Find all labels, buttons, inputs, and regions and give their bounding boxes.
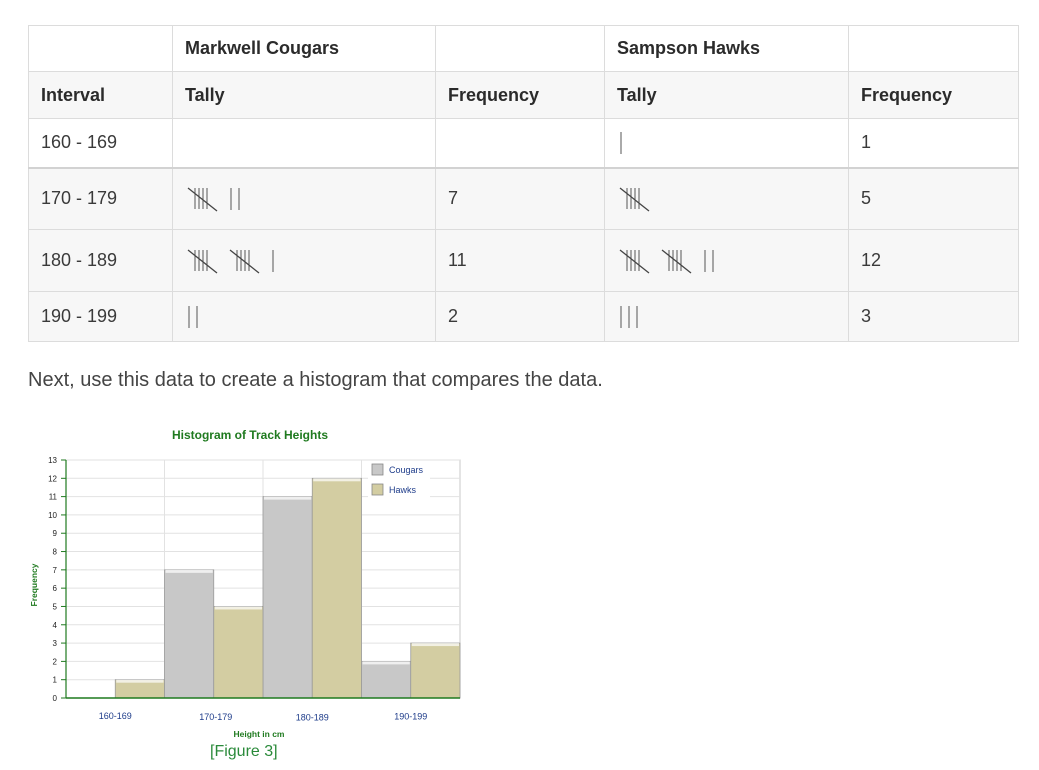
hawks-frequency-cell: 3 <box>848 291 1019 342</box>
cougars-frequency-cell <box>435 118 605 168</box>
bar-cougars-180-189 <box>262 496 313 699</box>
interval-cell: 180 - 189 <box>28 229 173 292</box>
table-row: 190 - 199 2 3 <box>28 291 1019 342</box>
cougars-tally-cell <box>172 166 436 230</box>
table-row: 180 - 189 11 12 <box>28 229 1019 292</box>
tally-marks <box>617 302 645 332</box>
col-header-cougars-frequency: Frequency <box>435 71 605 119</box>
team-header-blank <box>848 25 1019 72</box>
x-axis-label: Height in cm <box>233 729 284 739</box>
bar-cougars-190-199 <box>361 660 412 699</box>
interval-cell: 160 - 169 <box>28 118 173 168</box>
x-tick-label: 170-179 <box>199 712 232 722</box>
tally-marks <box>185 246 281 276</box>
cougars-tally-cell <box>172 118 436 168</box>
bar-highlight <box>313 478 361 482</box>
cougars-tally-cell <box>172 291 436 342</box>
bar-hawks-180-189 <box>311 477 362 699</box>
y-tick-label: 8 <box>53 548 58 557</box>
y-tick-label: 10 <box>48 511 57 520</box>
hawks-tally-cell <box>604 291 849 342</box>
legend-swatch-cougars <box>371 463 384 476</box>
cougars-frequency-cell: 2 <box>435 291 605 342</box>
y-tick-label: 0 <box>53 694 58 703</box>
tally-slash <box>619 248 650 274</box>
bar-highlight <box>165 569 213 573</box>
hawks-frequency-cell: 12 <box>848 229 1019 292</box>
hawks-frequency-cell: 5 <box>848 166 1019 230</box>
table-row: 160 - 169 1 <box>28 118 1019 168</box>
cougars-frequency-cell: 7 <box>435 166 605 230</box>
bar-highlight <box>264 496 312 500</box>
team-header-cougars: Markwell Cougars <box>172 25 436 72</box>
frequency-table: Markwell Cougars Sampson Hawks Interval … <box>28 25 1019 342</box>
bar-highlight <box>411 643 459 647</box>
team-header-blank <box>28 25 173 72</box>
bar-highlight <box>116 679 164 683</box>
cougars-tally-cell <box>172 229 436 292</box>
tally-marks <box>185 302 205 332</box>
team-header-blank <box>435 25 605 72</box>
interval-cell: 170 - 179 <box>28 166 173 230</box>
col-header-cougars-tally: Tally <box>172 71 436 119</box>
tally-slash <box>187 248 218 274</box>
figure-caption: [Figure 3] <box>210 743 278 760</box>
x-tick-label: 160-169 <box>99 711 132 721</box>
tally-slash <box>661 248 692 274</box>
col-header-interval: Interval <box>28 71 173 119</box>
hawks-frequency-cell: 1 <box>848 118 1019 168</box>
bar-highlight <box>362 661 410 665</box>
y-tick-label: 12 <box>48 474 57 483</box>
legend-label-cougars: Cougars <box>389 465 424 475</box>
y-tick-label: 13 <box>48 456 57 465</box>
hawks-tally-cell <box>604 166 849 230</box>
team-header-row: Markwell Cougars Sampson Hawks <box>28 25 1019 72</box>
y-tick-label: 6 <box>53 584 58 593</box>
y-tick-label: 4 <box>53 621 58 630</box>
hawks-tally-cell <box>604 229 849 292</box>
tally-slash <box>619 187 650 212</box>
y-tick-label: 2 <box>53 657 58 666</box>
tally-marks <box>617 184 663 214</box>
legend-swatch-hawks <box>371 483 384 496</box>
chart-title: Histogram of Track Heights <box>172 428 328 442</box>
y-tick-label: 1 <box>53 676 58 685</box>
tally-marks <box>185 184 247 214</box>
instruction-paragraph: Next, use this data to create a histogra… <box>28 369 603 391</box>
tally-marks <box>617 246 721 276</box>
tally-slash <box>229 248 260 274</box>
y-tick-label: 7 <box>53 566 58 575</box>
legend-label-hawks: Hawks <box>389 485 417 495</box>
team-header-hawks: Sampson Hawks <box>604 25 849 72</box>
x-tick-label: 180-189 <box>296 712 329 722</box>
y-tick-label: 9 <box>53 529 58 538</box>
y-tick-label: 5 <box>53 602 58 611</box>
y-tick-label: 11 <box>49 493 58 502</box>
bar-cougars-170-179 <box>164 569 215 699</box>
y-axis-label: Frequency <box>29 563 39 606</box>
col-header-hawks-tally: Tally <box>604 71 849 119</box>
table-row: 170 - 179 7 5 <box>28 166 1019 230</box>
col-header-hawks-frequency: Frequency <box>848 71 1019 119</box>
cougars-frequency-cell: 11 <box>435 229 605 292</box>
hawks-tally-cell <box>604 118 849 168</box>
column-header-row: Interval Tally Frequency Tally Frequency <box>28 71 1019 119</box>
y-tick-label: 3 <box>53 639 58 648</box>
bar-hawks-190-199 <box>410 642 461 699</box>
tally-slash <box>187 187 218 212</box>
interval-cell: 190 - 199 <box>28 291 173 342</box>
bar-highlight <box>214 606 262 610</box>
tally-marks <box>617 128 629 158</box>
histogram-chart: Histogram of Track Heights01234567891011… <box>29 428 461 739</box>
x-tick-label: 190-199 <box>394 712 427 722</box>
bar-hawks-170-179 <box>213 606 264 699</box>
